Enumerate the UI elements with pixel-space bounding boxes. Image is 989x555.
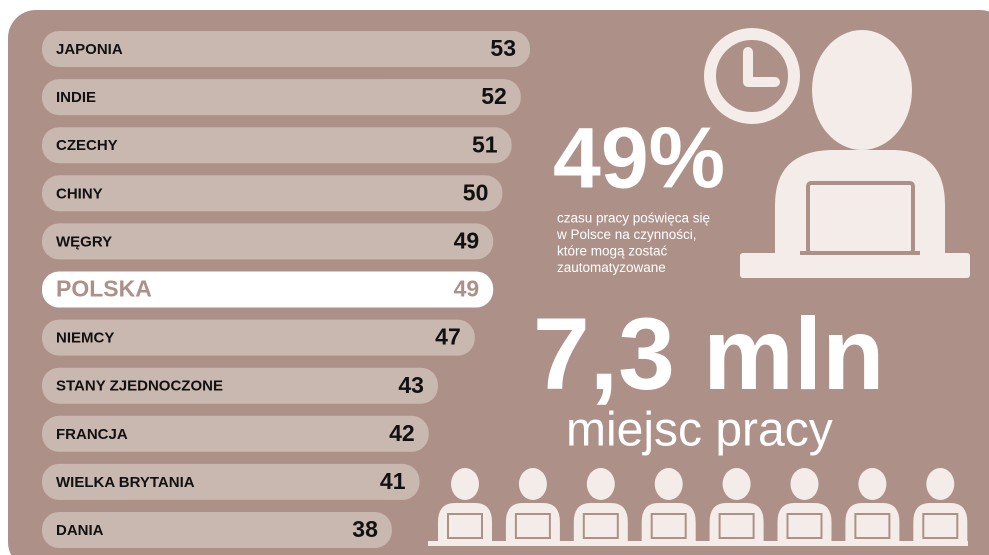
- category-label: NIEMCY: [56, 330, 114, 347]
- bar: [42, 512, 392, 548]
- worker-laptop: [922, 513, 959, 539]
- category-label: INDIE: [56, 89, 96, 106]
- category-label: CZECHY: [56, 137, 118, 154]
- bar: [42, 319, 475, 356]
- clock-icon: [704, 28, 800, 124]
- category-label: POLSKA: [56, 276, 152, 302]
- share-text-line: w Polsce na czynności,: [556, 227, 697, 242]
- worker-body: [505, 503, 560, 542]
- value-label: 47: [435, 324, 461, 350]
- bar: [42, 463, 420, 500]
- worker-laptop: [514, 513, 551, 539]
- worker-laptop: [582, 513, 619, 539]
- worker-laptop: [786, 513, 823, 539]
- bar: [42, 223, 494, 260]
- share-text-line: które mogą zostać: [557, 244, 668, 259]
- worker-head: [858, 468, 887, 500]
- worker-head: [790, 468, 819, 500]
- worker-laptop: [447, 513, 483, 539]
- value-label: 52: [481, 83, 507, 109]
- worker-laptop: [650, 513, 687, 539]
- value-label: 42: [389, 420, 415, 446]
- worker-head: [451, 468, 479, 500]
- value-label: 50: [463, 179, 489, 205]
- jobs-text: miejsc pracy: [566, 404, 833, 457]
- value-label: 53: [490, 35, 516, 61]
- jobs-value: 7,3 mln: [533, 297, 884, 411]
- worker-head: [926, 468, 955, 500]
- bar: [42, 127, 512, 164]
- worker-body: [573, 503, 628, 542]
- bar: [42, 175, 503, 212]
- value-label: 41: [380, 468, 406, 494]
- worker-head: [654, 468, 683, 500]
- workers-row: [428, 468, 968, 546]
- worker-head: [518, 468, 547, 500]
- category-label: STANY ZJEDNOCZONE: [56, 378, 223, 395]
- worker-laptop: [854, 513, 891, 539]
- bar: [42, 271, 494, 308]
- worker-body: [438, 503, 492, 542]
- value-label: 49: [454, 276, 480, 302]
- bar: [42, 31, 530, 67]
- worker-body: [709, 503, 764, 542]
- worker-laptop: [718, 513, 755, 539]
- value-label: 38: [352, 516, 378, 542]
- workers-desk: [428, 541, 968, 546]
- category-label: WĘGRY: [56, 233, 112, 250]
- bar: [42, 79, 521, 116]
- value-label: 43: [398, 372, 424, 398]
- worker-body: [777, 503, 832, 542]
- worker-head: [586, 468, 615, 500]
- worker-icon: [740, 30, 970, 278]
- worker-body: [913, 503, 968, 542]
- value-label: 51: [472, 131, 498, 157]
- worker-body: [845, 503, 900, 542]
- bar: [42, 367, 438, 404]
- category-label: DANIA: [56, 522, 104, 539]
- worker-body: [641, 503, 696, 542]
- share-value: 49%: [553, 111, 725, 207]
- worker-head: [722, 468, 751, 500]
- category-label: JAPONIA: [56, 41, 123, 58]
- category-label: WIELKA BRYTANIA: [56, 474, 195, 491]
- category-label: FRANCJA: [56, 426, 128, 443]
- share-text-line: czasu pracy poświęca się: [557, 211, 710, 226]
- bar: [42, 415, 429, 452]
- share-text-line: zautomatyzowane: [557, 260, 666, 275]
- category-label: CHINY: [56, 185, 103, 202]
- value-label: 49: [454, 227, 480, 253]
